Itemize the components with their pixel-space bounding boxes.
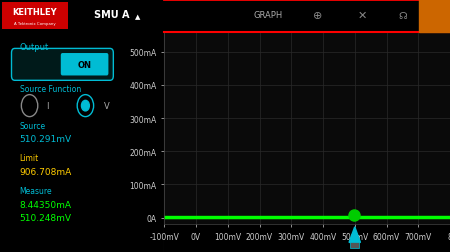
Text: Source: Source bbox=[20, 121, 46, 130]
Text: ▲: ▲ bbox=[135, 14, 140, 20]
FancyBboxPatch shape bbox=[61, 54, 108, 76]
Text: Limit: Limit bbox=[20, 153, 39, 162]
Text: 8.44350mA: 8.44350mA bbox=[20, 200, 72, 209]
Text: I: I bbox=[46, 102, 49, 111]
Text: ☊: ☊ bbox=[398, 11, 407, 21]
Text: 906.708mA: 906.708mA bbox=[20, 167, 72, 176]
Text: Measure: Measure bbox=[20, 186, 52, 195]
Polygon shape bbox=[349, 227, 360, 242]
Text: ✕: ✕ bbox=[358, 11, 367, 21]
Text: GRAPH: GRAPH bbox=[253, 11, 283, 20]
Text: SMU A: SMU A bbox=[94, 10, 130, 20]
Text: ON: ON bbox=[77, 60, 92, 69]
FancyBboxPatch shape bbox=[12, 49, 113, 81]
Text: V: V bbox=[104, 102, 110, 111]
Text: Source Function: Source Function bbox=[20, 85, 81, 94]
Text: Output: Output bbox=[20, 43, 49, 52]
Bar bbox=[350, 242, 359, 248]
Text: ⋮: ⋮ bbox=[428, 9, 441, 22]
Text: ⊕: ⊕ bbox=[313, 11, 322, 21]
FancyBboxPatch shape bbox=[2, 3, 68, 30]
Text: 510.291mV: 510.291mV bbox=[20, 134, 72, 143]
Text: A Tektronix Company: A Tektronix Company bbox=[14, 22, 55, 26]
Circle shape bbox=[81, 101, 90, 111]
Text: 510.248mV: 510.248mV bbox=[20, 213, 72, 222]
Text: KEITHLEY: KEITHLEY bbox=[12, 8, 57, 17]
